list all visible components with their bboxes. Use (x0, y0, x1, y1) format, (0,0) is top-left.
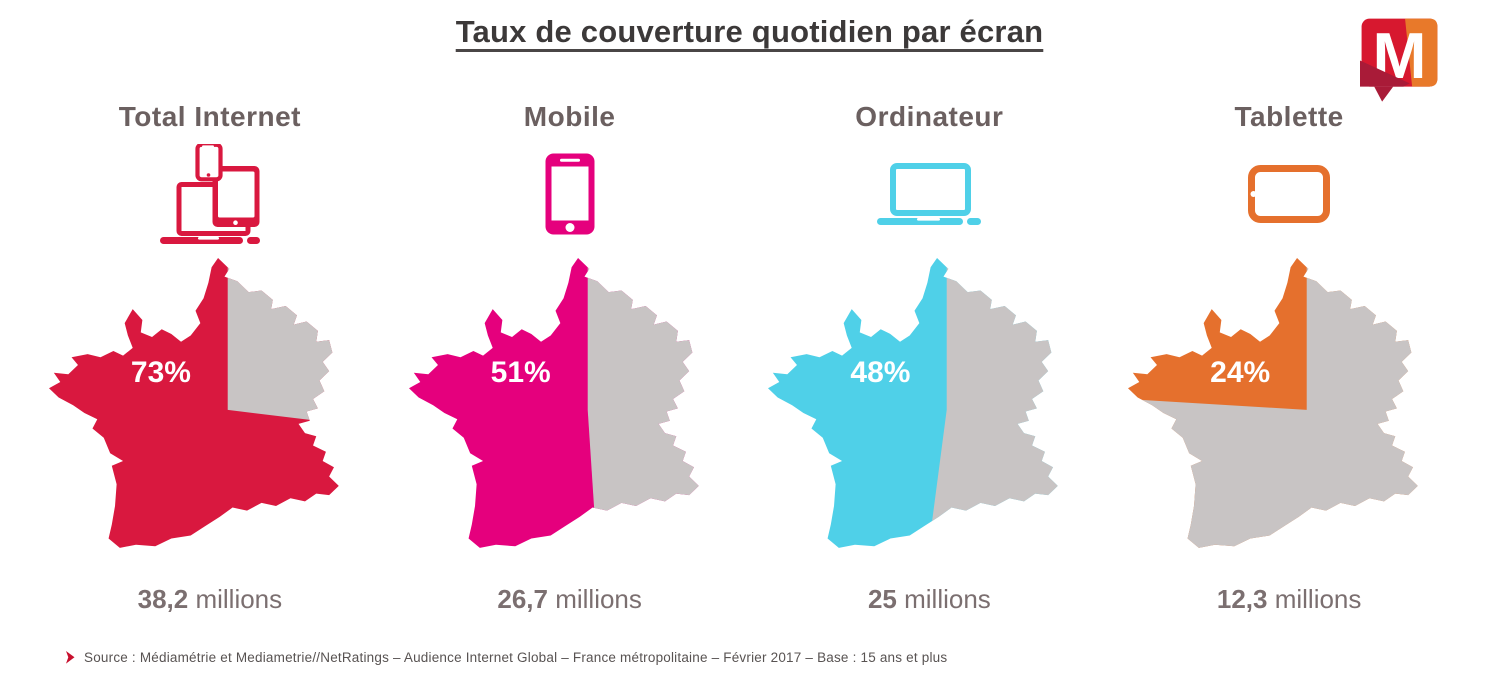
france-map-total-internet: 73% (48, 258, 371, 568)
laptop-base-shape (159, 237, 243, 244)
uncovered-wedge (587, 258, 699, 548)
logo-arrow (1360, 60, 1410, 87)
coverage-percent: 48% (850, 355, 911, 389)
source-line: Source : Médiamétrie et Mediametrie//Net… (66, 650, 947, 665)
coverage-percent: 51% (490, 355, 551, 389)
coverage-percent: 73% (130, 355, 191, 389)
covered-area (48, 258, 339, 548)
mediametrie-logo: M (1360, 13, 1439, 108)
uncovered-wedge (1128, 258, 1418, 548)
covered-area (768, 258, 1059, 548)
coverage-percent: 24% (1210, 355, 1271, 389)
screen-label: Mobile (523, 101, 616, 132)
laptop-icon (750, 138, 1110, 250)
audience-value: 25 millions (867, 584, 991, 614)
page-title: Taux de couverture quotidien par écran (455, 14, 1044, 49)
audience-value: 38,2 millions (137, 584, 283, 614)
screen-column-mobile: Mobile 51% 26,7 mil (390, 102, 750, 615)
source-text: Source : Médiamétrie et Mediametrie//Net… (84, 650, 948, 665)
screen-columns: Total Internet (30, 102, 1469, 615)
screen-column-total-internet: Total Internet (30, 102, 390, 615)
multi-devices-icon (30, 138, 390, 250)
tablet-icon (1109, 138, 1469, 250)
france-map-tablette: 24% (1128, 258, 1450, 568)
france-map-mobile: 51% (408, 258, 731, 568)
logo-orange-half (1405, 18, 1438, 87)
logo-tail (1374, 86, 1394, 102)
france-map-ordinateur: 48% (768, 258, 1090, 568)
screen-column-tablette: Tablette 24% 12,3 millions (1109, 102, 1469, 615)
screen-label: Total Internet (118, 101, 301, 132)
mediametrie-logo-icon: M (1360, 18, 1438, 102)
audience-value: 12,3 millions (1216, 584, 1362, 614)
covered-area (408, 258, 699, 548)
screen-label: Tablette (1234, 101, 1344, 132)
phone-shape (195, 144, 223, 182)
source-bullet-icon (66, 651, 75, 664)
smartphone-icon (390, 138, 750, 250)
audience-value: 26,7 millions (497, 584, 642, 614)
screen-column-ordinateur: Ordinateur 48% 25 m (750, 102, 1110, 615)
screen-label: Ordinateur (855, 101, 1004, 132)
